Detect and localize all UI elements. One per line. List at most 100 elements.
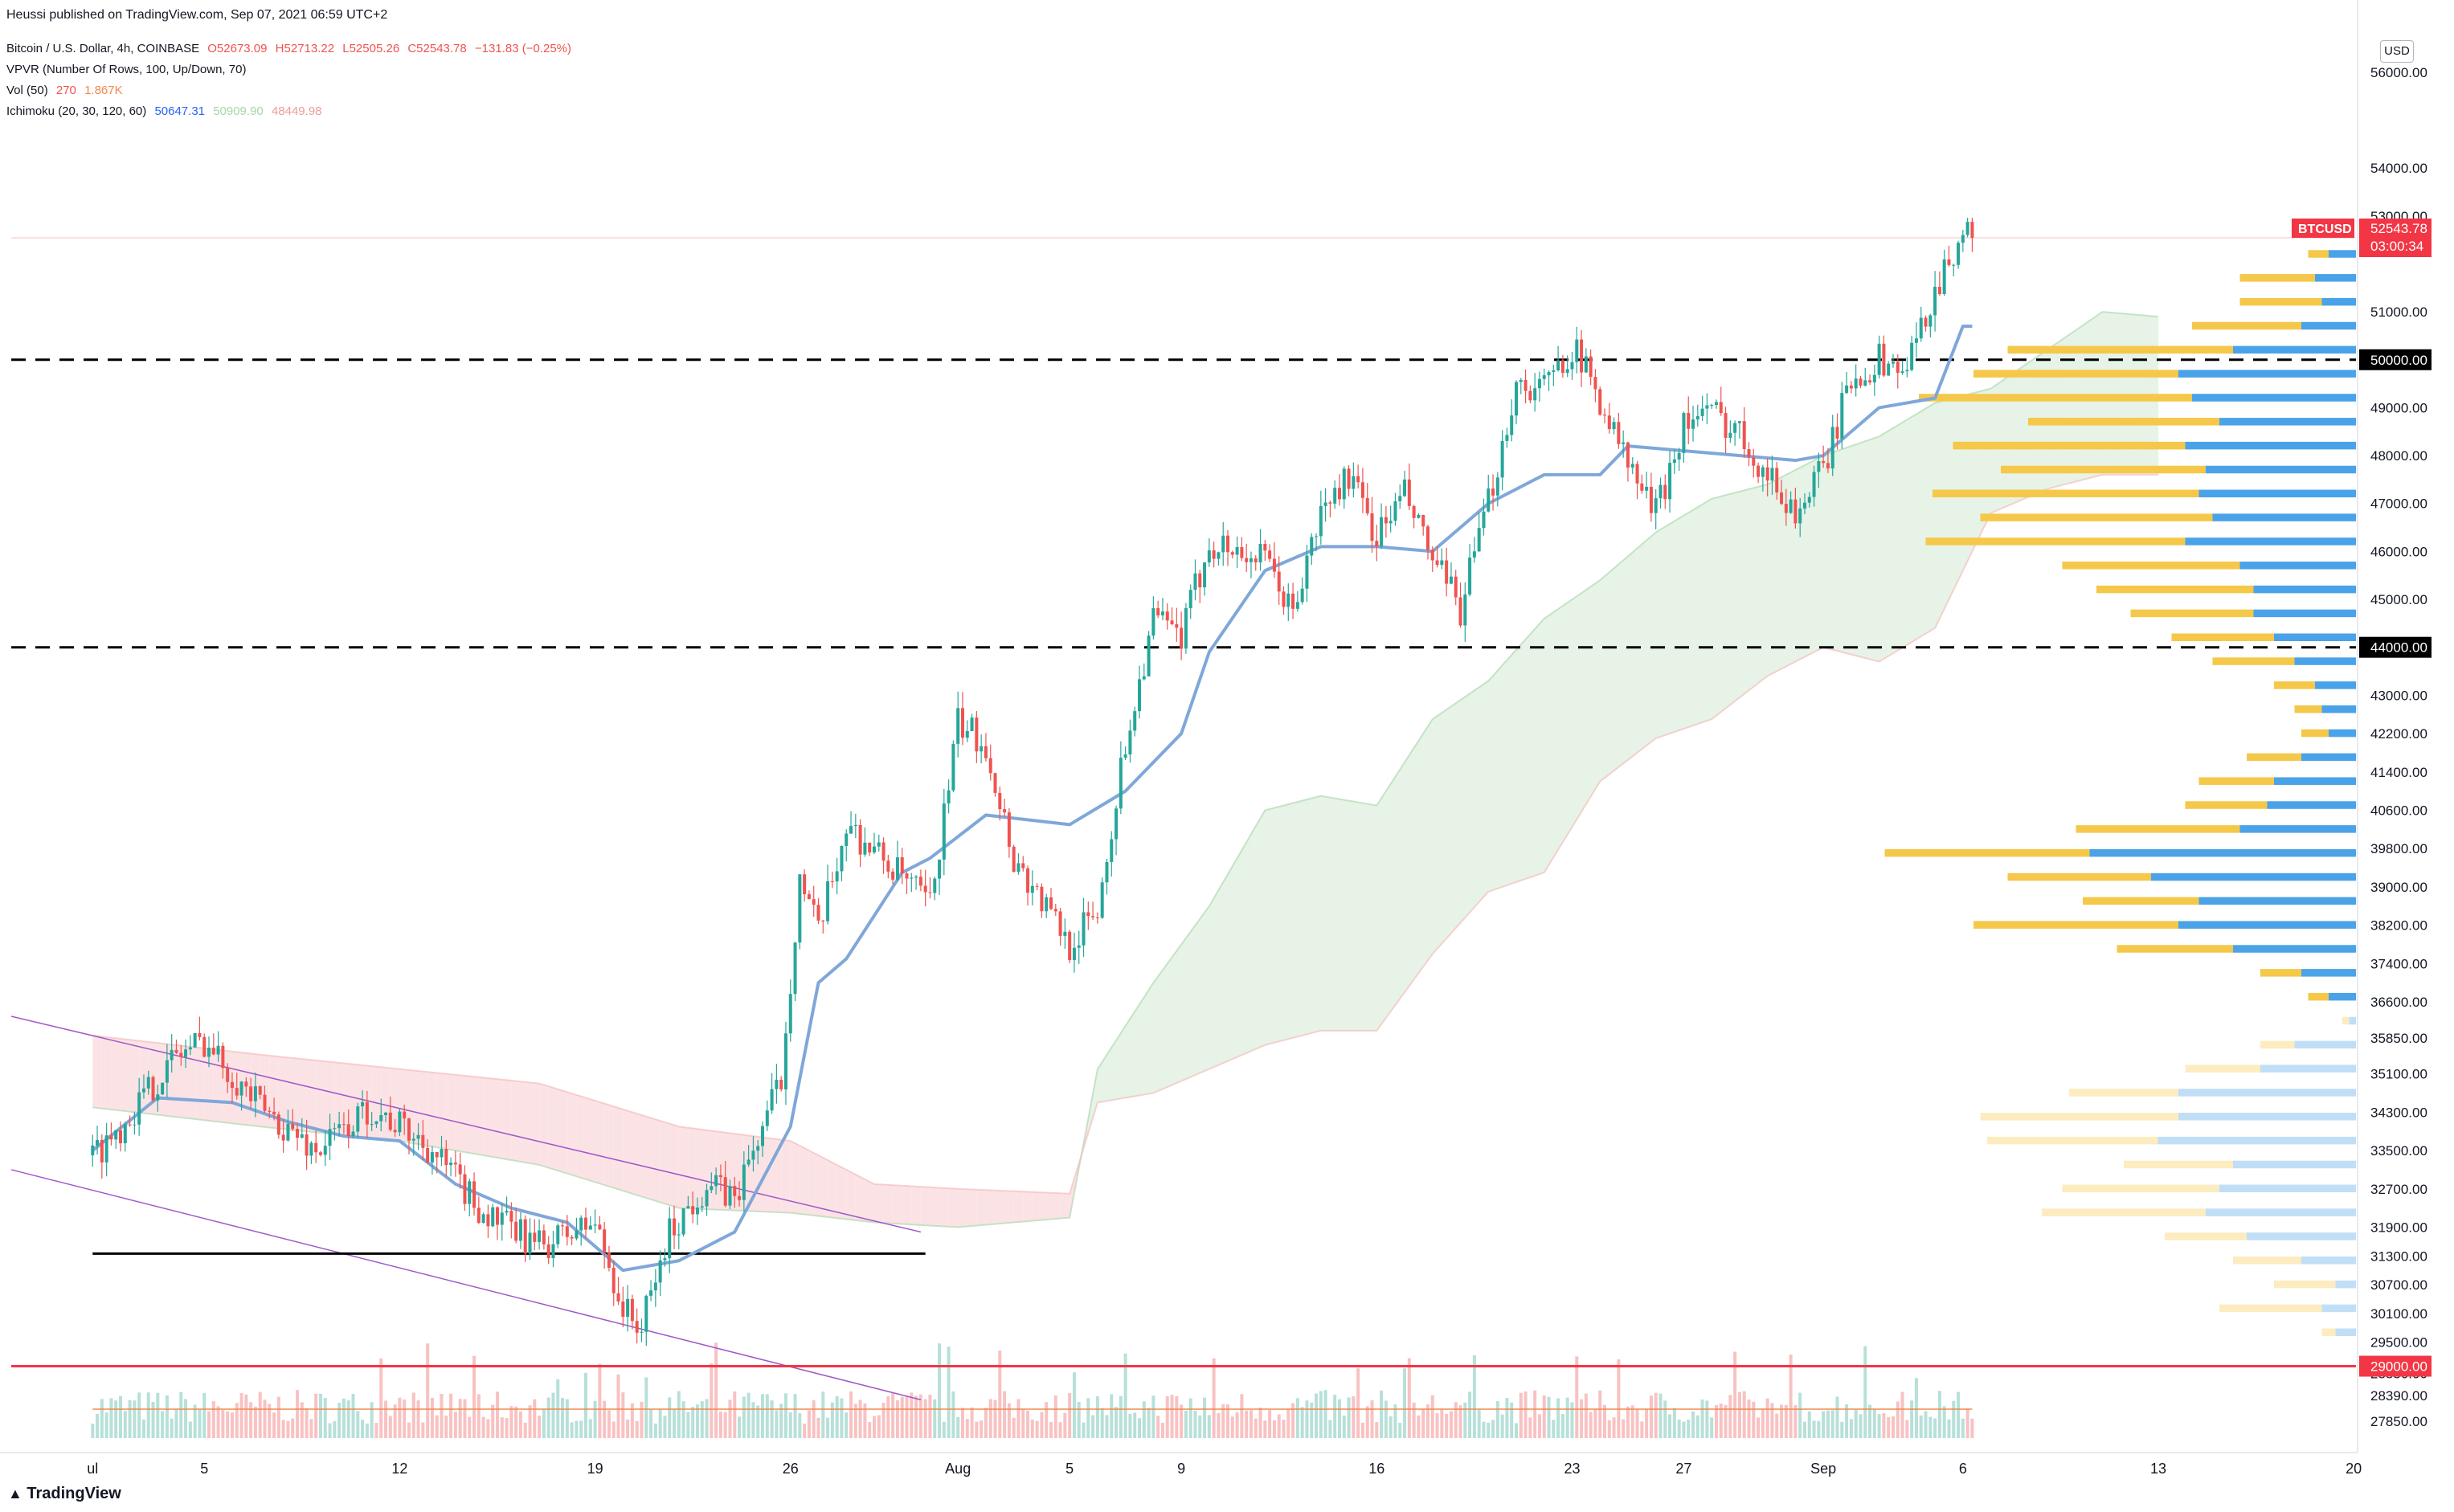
candle-body [803,874,807,895]
candle-body [1952,264,1956,266]
candle-body [1352,476,1356,489]
candle-body [1617,422,1621,444]
candle-body [1733,423,1737,433]
candle-body [1896,362,1900,374]
volume-bar [1026,1410,1030,1438]
volume-bar [1556,1398,1560,1438]
volume-bar [1291,1403,1295,1438]
candle-body [938,859,942,879]
volume-bar [738,1416,742,1438]
cloud-segment [111,1037,121,1111]
volume-bar [328,1423,332,1438]
cloud-segment [1423,719,1433,967]
cloud-segment [995,1190,1005,1224]
volume-bar [1737,1391,1741,1438]
volume-bar [351,1393,355,1438]
cloud-segment [325,1061,335,1134]
cloud-segment [1181,931,1191,1081]
cloud-segment [902,1185,912,1225]
candle-body [1700,408,1704,416]
volume-bar [174,1409,178,1438]
volume-bar [881,1402,885,1438]
volume-bar [1617,1359,1621,1438]
symbol-tag-label: BTCUSD [2298,223,2352,236]
candle-body [1560,360,1564,374]
cloud-segment [511,1080,521,1162]
cloud-segment [1600,572,1609,782]
cloud-segment [1060,1193,1070,1219]
volume-bar [533,1399,537,1438]
candle-body [1510,415,1514,435]
close-value: C52543.78 [407,42,467,55]
cloud-segment [1516,639,1526,882]
candle-body [1635,464,1639,484]
volume-bar [1240,1394,1244,1438]
candle-body [365,1101,369,1125]
volume-bar [1700,1399,1704,1438]
cloud-segment [948,1188,959,1228]
cloud-segment [873,1183,884,1224]
volume-bar [1389,1416,1393,1438]
candle-body [751,1150,755,1160]
volume-bar [942,1421,946,1438]
candle-body [1053,909,1057,912]
cloud-segment [1004,1191,1014,1224]
volume-bar [1412,1402,1416,1438]
volume-bar [444,1416,448,1438]
volume-bar [635,1420,639,1438]
volume-bar [426,1343,430,1438]
vpvr-down-bar [2069,1089,2178,1097]
candle-body [621,1302,625,1317]
vpvr-down-bar [2117,945,2233,953]
candle-body [1337,488,1341,500]
cloud-segment [353,1064,363,1138]
volume-bar [1924,1411,1928,1438]
volume-bar [379,1358,383,1438]
descending-channel[interactable] [10,1015,922,1401]
candle-body [430,1152,434,1163]
price-tick-label: 46000.00 [2370,544,2427,559]
volume-bar [1905,1420,1909,1438]
candle-body [1672,459,1676,464]
candle-body [1752,457,1756,466]
volume-bar [733,1391,737,1438]
volume-bar [1180,1404,1184,1438]
candle-body [1180,627,1184,649]
candle-body [1835,427,1839,439]
volume-bar [323,1398,327,1438]
vpvr-down-bar [2076,825,2240,833]
candle-body [1761,467,1765,477]
cloud-segment [1693,504,1703,726]
candle-body [1030,885,1034,893]
volume-bar [1505,1398,1509,1438]
candle-body [361,1101,365,1107]
cloud-segment [1190,918,1200,1077]
cloud-segment [436,1073,447,1150]
volume-bar [500,1417,504,1438]
candle-body [611,1268,616,1293]
cloud-segment [381,1067,391,1140]
vpvr-up-bar [2301,969,2356,977]
horizontal-levels[interactable] [11,237,2356,1368]
volume-bar [1560,1413,1564,1438]
volume-bar [398,1397,402,1438]
candle-body [1640,483,1644,491]
volume-bar [1733,1351,1737,1438]
candle-body [956,708,960,744]
candle-body [1691,419,1695,429]
vpvr-up-bar [2178,1089,2356,1097]
volume-bar [1519,1392,1523,1438]
vpvr-down-bar [2219,1304,2322,1313]
cloud-segment [688,1127,697,1209]
candle-body [1784,504,1788,513]
ichimoku-label: Ichimoku (20, 30, 120, 60) [6,104,147,118]
volume-bar [440,1393,444,1438]
time-tick-label: 26 [783,1461,799,1477]
currency-button[interactable]: USD [2380,40,2414,63]
volume-bar [1198,1415,1202,1438]
cloud-segment [800,1146,809,1216]
candle-body [170,1049,174,1060]
vpvr-up-bar [2329,729,2356,738]
vpvr-down-bar [2083,897,2199,905]
